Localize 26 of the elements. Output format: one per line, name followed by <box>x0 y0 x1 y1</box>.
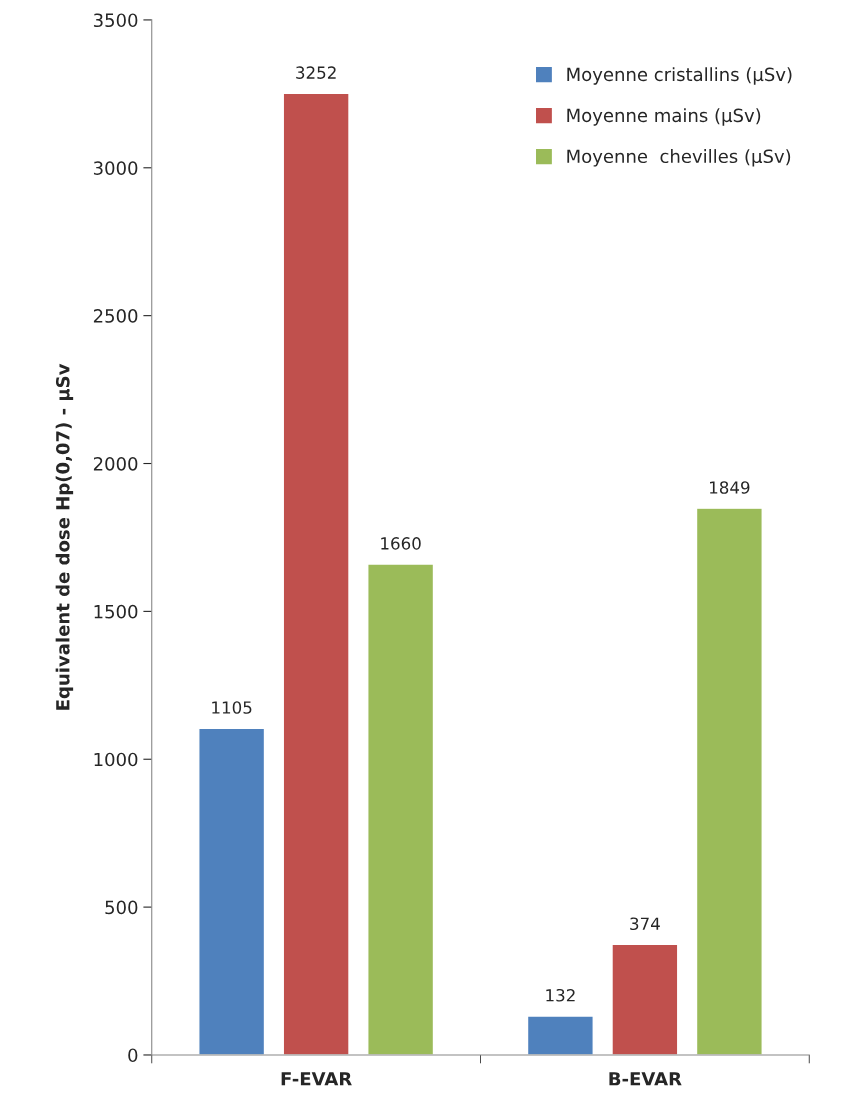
x-tick-label: B-EVAR <box>609 1072 682 1086</box>
data-label: 132 <box>546 988 575 1002</box>
data-label: 1849 <box>710 481 750 494</box>
y-tick-label: 3000 <box>93 161 138 175</box>
y-tick-label: 0 <box>128 1048 138 1063</box>
legend-label: Moyenne mains (µSv) <box>567 108 761 126</box>
data-label: 374 <box>630 917 660 931</box>
y-tick-label: 1000 <box>94 752 138 767</box>
bar <box>526 1015 594 1055</box>
bar <box>695 507 763 1055</box>
data-label: 3252 <box>296 66 336 79</box>
y-tick-label: 2000 <box>93 456 138 471</box>
legend-label: Moyenne cristallins (µSv) <box>567 67 792 85</box>
data-label: 1105 <box>212 701 252 714</box>
data-label: 1660 <box>381 537 421 550</box>
x-tick-label: F-EVAR <box>281 1072 352 1086</box>
bar <box>367 563 435 1055</box>
y-tick-label: 1500 <box>94 604 138 619</box>
y-tick-label: 3500 <box>93 13 138 28</box>
bar <box>611 943 679 1055</box>
bar <box>198 727 266 1055</box>
y-axis-title: Equivalent de dose Hp(0,07) - µSv <box>55 363 74 710</box>
y-tick-label: 500 <box>105 900 138 915</box>
y-tick-label: 2500 <box>93 309 138 323</box>
legend-label: Moyenne chevilles (µSv) <box>567 149 791 167</box>
bar <box>282 92 350 1055</box>
